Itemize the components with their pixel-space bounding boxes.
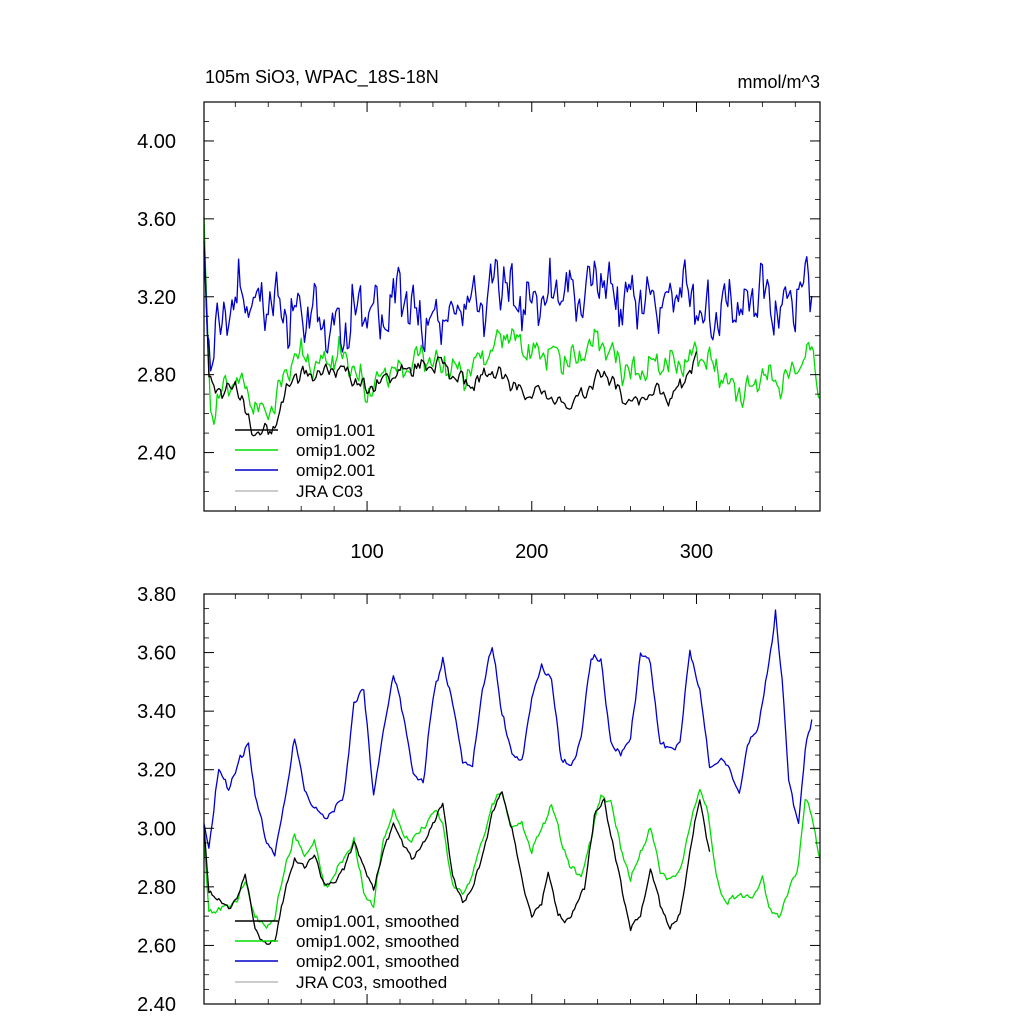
bottom-y-tick-label-1: 2.60 — [137, 935, 176, 957]
bottom-series-layer — [203, 609, 821, 945]
bottom-series-line-2 — [203, 609, 813, 857]
bottom-legend-label-1: omip1.002, smoothed — [296, 932, 460, 951]
top-series-line-2 — [203, 251, 813, 372]
bottom-legend: omip1.001, smoothed omip1.002, smoothed … — [235, 912, 460, 992]
bottom-legend-label-0: omip1.001, smoothed — [296, 912, 460, 931]
top-units: mmol/m^3 — [738, 72, 820, 92]
top-plot-frame — [203, 101, 821, 512]
top-legend: omip1.001 omip1.002 omip2.001 JRA C03 — [235, 421, 375, 501]
bottom-y-tick-label-4: 3.20 — [137, 760, 176, 782]
top-y-tick-label-2: 3.20 — [137, 287, 176, 309]
top-ticks-layer: 2.40 2.80 3.20 3.60 4.00 100 200 300 — [137, 101, 820, 563]
top-y-tick-label-1: 2.80 — [137, 365, 176, 387]
bottom-y-tick-label-5: 3.40 — [137, 701, 176, 723]
bottom-legend-label-2: omip2.001, smoothed — [296, 952, 460, 971]
top-legend-label-3: JRA C03 — [296, 482, 363, 501]
bottom-y-tick-label-3: 3.00 — [137, 818, 176, 840]
bottom-panel: 2.40 2.60 2.80 3.00 3.20 3.40 3.60 3.80 omip1.0… — [137, 584, 821, 1016]
bottom-legend-label-3: JRA C03, smoothed — [296, 973, 447, 992]
top-series-line-1 — [203, 217, 821, 426]
top-series-line-0 — [203, 240, 698, 437]
bottom-y-tick-label-7: 3.80 — [137, 584, 176, 606]
top-y-tick-label-4: 4.00 — [137, 131, 176, 153]
top-x-tick-label-2: 300 — [680, 541, 713, 563]
bottom-y-tick-label-0: 2.40 — [137, 994, 176, 1016]
top-x-tick-label-0: 100 — [350, 541, 383, 563]
top-series-layer — [203, 217, 821, 437]
bottom-y-tick-label-2: 2.80 — [137, 877, 176, 899]
top-y-tick-label-0: 2.40 — [137, 443, 176, 465]
bottom-ticks-layer: 2.40 2.60 2.80 3.00 3.20 3.40 3.60 3.80 — [137, 584, 820, 1016]
bottom-series-line-1 — [203, 788, 821, 929]
bottom-series-line-0 — [203, 791, 711, 945]
top-legend-label-2: omip2.001 — [296, 461, 375, 480]
top-title: 105m SiO3, WPAC_18S-18N — [205, 67, 439, 88]
top-legend-label-1: omip1.002 — [296, 441, 375, 460]
top-x-tick-label-1: 200 — [515, 541, 548, 563]
bottom-y-tick-label-6: 3.60 — [137, 643, 176, 665]
top-panel: 105m SiO3, WPAC_18S-18N mmol/m^3 2.40 2.8… — [137, 67, 821, 563]
top-y-tick-label-3: 3.60 — [137, 209, 176, 231]
top-legend-label-0: omip1.001 — [296, 421, 375, 440]
